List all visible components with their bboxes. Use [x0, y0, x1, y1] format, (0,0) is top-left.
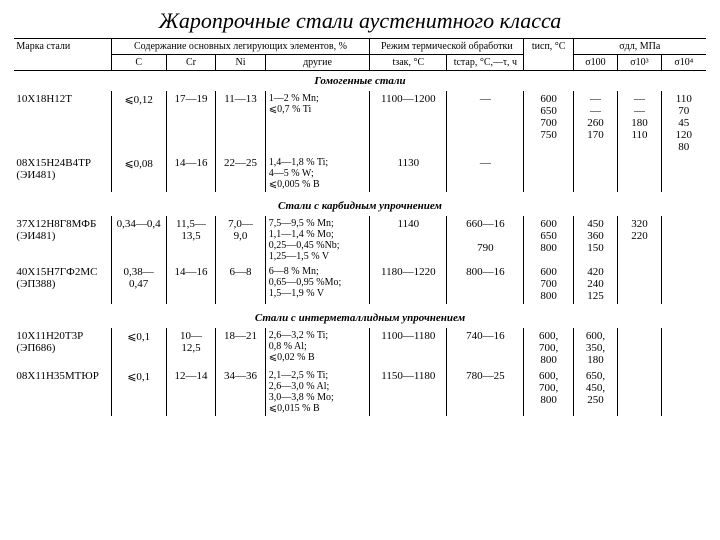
cell-marka: 08Х11Н35МТЮР: [14, 368, 111, 416]
cell-marka: 10Х18Н12Т: [14, 91, 111, 155]
cell-tstar: 660—16 790: [447, 216, 524, 264]
cell-other: 6—8 % Mn;0,65—0,95 %Mo;1,5—1,9 % V: [265, 264, 370, 304]
col-s103: σ10³: [617, 55, 661, 71]
cell-ni: 34—36: [216, 368, 266, 416]
table-row: 10Х11Н20Т3Р (ЭП686)⩽0,110—12,518—212,6—3…: [14, 328, 705, 368]
cell-ni: 22—25: [216, 155, 266, 192]
cell-ni: 11—13: [216, 91, 266, 155]
cell-s100: ——260170: [573, 91, 617, 155]
cell-ni: 7,0—9,0: [216, 216, 266, 264]
cell-cr: 17—19: [166, 91, 216, 155]
table-row: 08Х15Н24В4ТР (ЭИ481)⩽0,0814—1622—251,4—1…: [14, 155, 705, 192]
section-header: Стали с карбидным упрочнением: [14, 196, 705, 216]
cell-other: 1,4—1,8 % Ti;4—5 % W;⩽0,005 % B: [265, 155, 370, 192]
cell-c: 0,38—0,47: [111, 264, 166, 304]
cell-tstar: 780—25: [447, 368, 524, 416]
cell-ni: 18—21: [216, 328, 266, 368]
cell-tisp: 600,700,800: [524, 368, 574, 416]
table-row: 10Х18Н12Т⩽0,1217—1911—131—2 % Mn;⩽0,7 % …: [14, 91, 705, 155]
cell-tzak: 1180—1220: [370, 264, 447, 304]
col-c: C: [111, 55, 166, 71]
cell-s100: 450360150: [573, 216, 617, 264]
cell-tisp: 600,700,800: [524, 328, 574, 368]
cell-tisp: 600700800: [524, 264, 574, 304]
cell-s103: ——180110: [617, 91, 661, 155]
col-sigma-dl: σдл, МПа: [573, 39, 705, 55]
cell-marka: 10Х11Н20Т3Р (ЭП686): [14, 328, 111, 368]
cell-s104: [662, 368, 706, 416]
cell-marka: 08Х15Н24В4ТР (ЭИ481): [14, 155, 111, 192]
cell-s100: 650,450,250: [573, 368, 617, 416]
cell-c: ⩽0,1: [111, 328, 166, 368]
cell-tzak: 1150—1180: [370, 368, 447, 416]
cell-other: 2,6—3,2 % Ti;0,8 % Al;⩽0,02 % B: [265, 328, 370, 368]
cell-tstar: —: [447, 155, 524, 192]
section-header: Гомогенные стали: [14, 71, 705, 92]
cell-cr: 10—12,5: [166, 328, 216, 368]
cell-tzak: 1100—1180: [370, 328, 447, 368]
cell-tstar: 740—16: [447, 328, 524, 368]
cell-cr: 11,5—13,5: [166, 216, 216, 264]
cell-other: 1—2 % Mn;⩽0,7 % Ti: [265, 91, 370, 155]
cell-tzak: 1100—1200: [370, 91, 447, 155]
cell-tisp: 600650700750: [524, 91, 574, 155]
col-s100: σ100: [573, 55, 617, 71]
cell-s103: [617, 264, 661, 304]
col-tzak: tзак, °C: [370, 55, 447, 71]
cell-s100: 420240125: [573, 264, 617, 304]
cell-c: ⩽0,1: [111, 368, 166, 416]
col-marka: Марка стали: [14, 39, 111, 71]
table-row: 40Х15Н7ГФ2МС (ЭП388)0,38—0,4714—166—86—8…: [14, 264, 705, 304]
cell-s104: [662, 264, 706, 304]
cell-s104: [662, 216, 706, 264]
cell-cr: 14—16: [166, 264, 216, 304]
section-header: Стали с интерметаллидным упрочнением: [14, 308, 705, 328]
cell-c: ⩽0,12: [111, 91, 166, 155]
cell-tstar: —: [447, 91, 524, 155]
cell-tzak: 1130: [370, 155, 447, 192]
col-mode: Режим термической обработки: [370, 39, 524, 55]
col-other: другие: [265, 55, 370, 71]
cell-tisp: 600650800: [524, 216, 574, 264]
col-tstar: tстар, °C,—τ, ч: [447, 55, 524, 71]
cell-s104: [662, 155, 706, 192]
col-t-isp: tисп, °C: [524, 39, 574, 71]
cell-s104: 110704512080: [662, 91, 706, 155]
cell-s100: [573, 155, 617, 192]
cell-cr: 14—16: [166, 155, 216, 192]
cell-tstar: 800—16: [447, 264, 524, 304]
steel-table: Марка стали Содержание основных легирующ…: [14, 38, 705, 420]
cell-cr: 12—14: [166, 368, 216, 416]
cell-other: 7,5—9,5 % Mn;1,1—1,4 % Mo;0,25—0,45 %Nb;…: [265, 216, 370, 264]
col-composition: Содержание основных легирующих элементов…: [111, 39, 370, 55]
cell-other: 2,1—2,5 % Ti;2,6—3,0 % Al;3,0—3,8 % Mo;⩽…: [265, 368, 370, 416]
cell-ni: 6—8: [216, 264, 266, 304]
cell-c: 0,34—0,4: [111, 216, 166, 264]
cell-tisp: [524, 155, 574, 192]
table-row: 08Х11Н35МТЮР⩽0,112—1434—362,1—2,5 % Ti;2…: [14, 368, 705, 416]
cell-tzak: 1140: [370, 216, 447, 264]
table-row: 37Х12Н8Г8МФБ (ЭИ481)0,34—0,411,5—13,57,0…: [14, 216, 705, 264]
cell-s103: [617, 155, 661, 192]
cell-s104: [662, 328, 706, 368]
cell-s103: 320220: [617, 216, 661, 264]
cell-marka: 37Х12Н8Г8МФБ (ЭИ481): [14, 216, 111, 264]
col-cr: Cr: [166, 55, 216, 71]
cell-marka: 40Х15Н7ГФ2МС (ЭП388): [14, 264, 111, 304]
page-title: Жаропрочные стали аустенитного класса: [0, 0, 720, 38]
cell-c: ⩽0,08: [111, 155, 166, 192]
cell-s103: [617, 368, 661, 416]
col-ni: Ni: [216, 55, 266, 71]
col-s104: σ10⁴: [662, 55, 706, 71]
cell-s103: [617, 328, 661, 368]
cell-s100: 600,350,180: [573, 328, 617, 368]
